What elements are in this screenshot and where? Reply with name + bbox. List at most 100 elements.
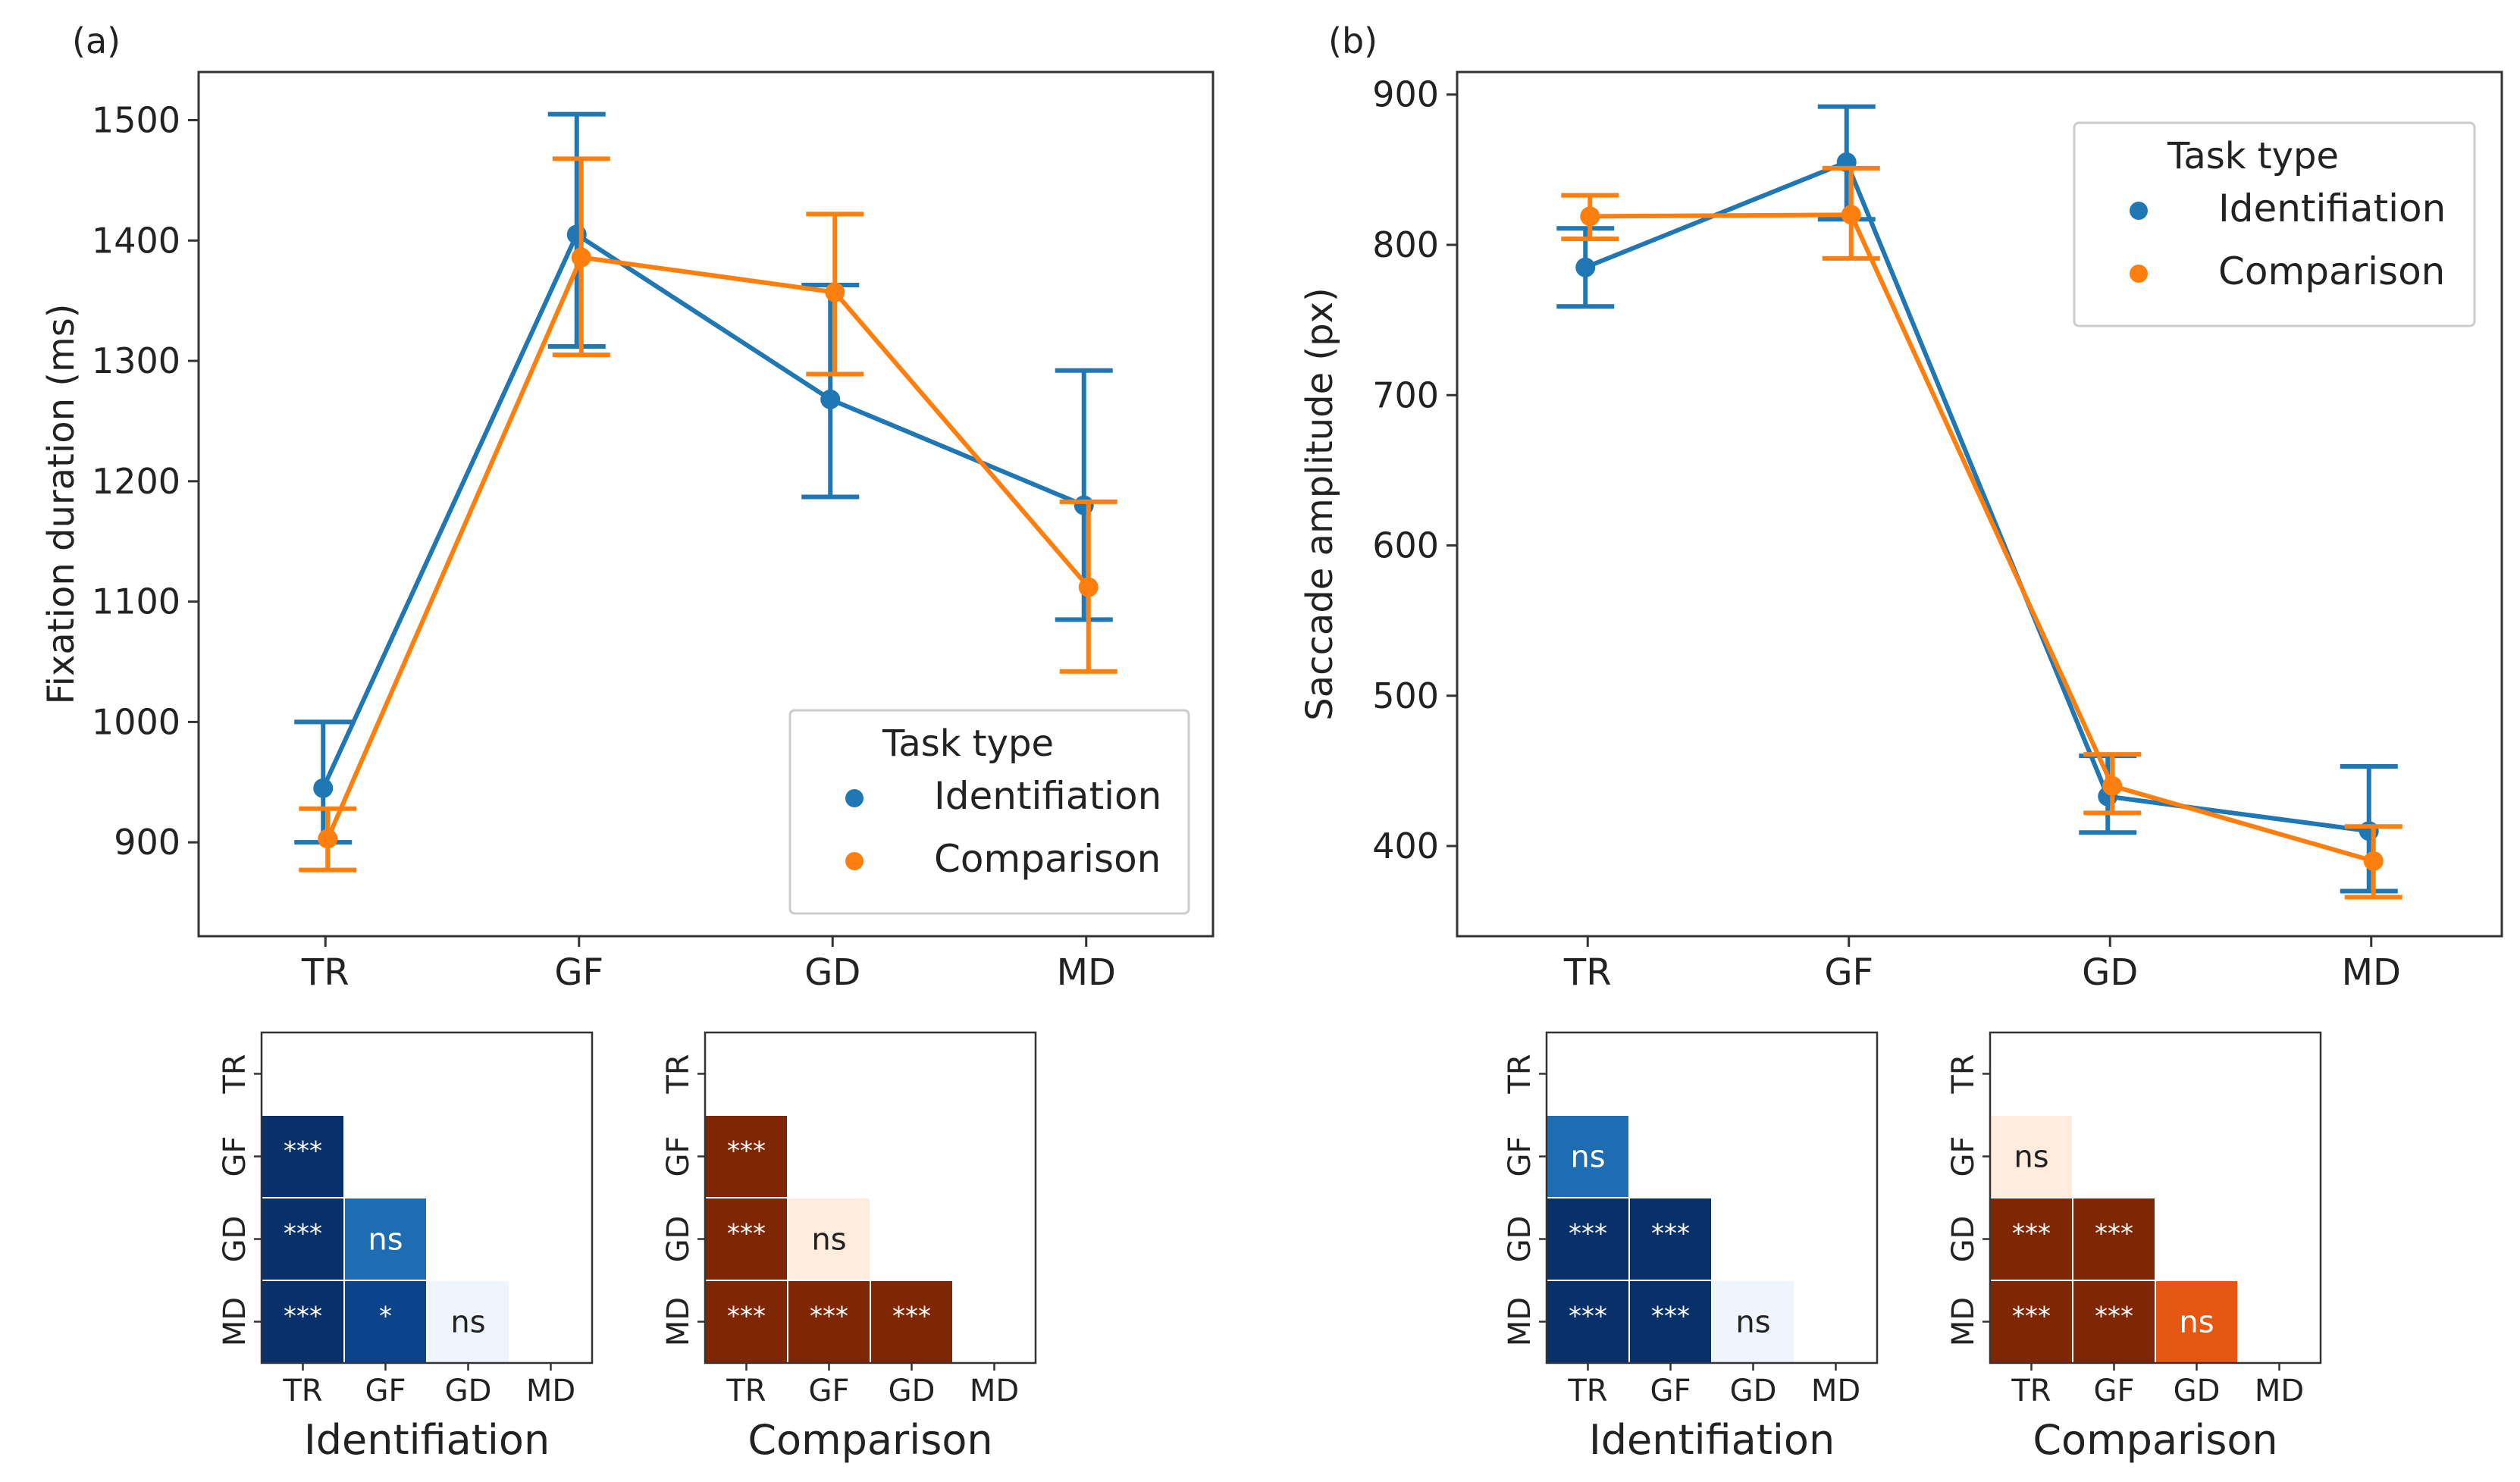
- heatmap-cell: [1711, 1280, 1795, 1364]
- y-tick-label: 1400: [92, 220, 180, 261]
- heatmap-x-tick-label: GF: [808, 1374, 849, 1408]
- heatmap-x-tick-label: MD: [1811, 1374, 1860, 1408]
- heatmap-cell: [1989, 1114, 2073, 1198]
- series-line: [321, 232, 1085, 789]
- plot-frame: [1456, 70, 2503, 938]
- y-tick-label: 900: [1372, 74, 1439, 115]
- plot-frame: [197, 70, 1215, 938]
- y-tick-label: 1300: [92, 340, 180, 381]
- heatmap-y-tick-label: MD: [1503, 1297, 1537, 1346]
- heatmap-cell: [2072, 1280, 2156, 1364]
- data-point: [2363, 851, 2384, 871]
- heatmap-title: Comparison: [748, 1416, 992, 1464]
- heatmap-cell-label: ***: [727, 1302, 766, 1332]
- heatmap-cell-label: ns: [811, 1223, 846, 1258]
- heatmap-a-identification: ****** ns*** * nsTRTRGFGFGDGDMDMDIdentifiat…: [218, 1031, 594, 1464]
- data-point: [571, 247, 591, 268]
- panel-a: (a) 900 1000 1100 1200 1300 1400 1500 TR GF GD MD F…: [40, 20, 1215, 1464]
- data-point: [1078, 577, 1099, 597]
- heatmap-y-tick-label: GF: [1503, 1136, 1537, 1177]
- y-tick-label: 1100: [92, 581, 180, 622]
- heatmap-frame: [260, 1031, 594, 1365]
- legend-entry: Identifiation: [934, 774, 1161, 818]
- y-tick-label: 700: [1372, 374, 1439, 415]
- heatmap-cell-label: ***: [2012, 1302, 2051, 1332]
- data-point: [2359, 821, 2379, 841]
- heatmap-y-tick-label: GD: [218, 1216, 252, 1263]
- series-comparison: [1561, 165, 2402, 900]
- legend-marker: [2130, 265, 2148, 283]
- data-point: [313, 778, 334, 798]
- heatmap-x-tick-label: GF: [1650, 1374, 1691, 1408]
- legend-box: [788, 709, 1190, 915]
- legend: Task type Identifiation Comparison: [788, 709, 1190, 915]
- x-tick-label: GD: [2082, 951, 2138, 994]
- legend-entry: Comparison: [2218, 249, 2445, 293]
- heatmap-cell-label: ***: [1651, 1219, 1690, 1249]
- heatmap-frame: [704, 1031, 1037, 1365]
- heatmap-cell: [343, 1280, 428, 1364]
- heatmap-b-identification: ns *** *** *** *** ns TR TR GF GF GD GD MD MD Identifi…: [1503, 1031, 1879, 1464]
- heatmap-cell-label: ***: [727, 1136, 766, 1167]
- heatmap-a-comparison: *** *** ns *** *** *** TR TR GF GF GD GD MD MD Compari…: [661, 1031, 1037, 1464]
- y-tick-label: 400: [1372, 826, 1439, 866]
- heatmap-y-tick-label: GD: [1503, 1216, 1537, 1263]
- y-tick-label: 1500: [92, 100, 180, 141]
- heatmap-x-tick-label: GF: [365, 1374, 406, 1408]
- heatmap-cell: [2072, 1197, 2156, 1281]
- heatmap-cell-label: ***: [284, 1219, 322, 1249]
- series-identifiation: [294, 111, 1113, 845]
- y-tick-label: 1200: [92, 461, 180, 502]
- heatmap-y-tick-label: MD: [218, 1297, 252, 1346]
- heatmap-x-tick-label: TR: [2011, 1374, 2051, 1408]
- legend-box: [2073, 121, 2476, 327]
- heatmap-cell: [261, 1280, 345, 1364]
- heatmap-cell: [704, 1114, 788, 1198]
- heatmap-cell-label: ns: [368, 1223, 403, 1258]
- heatmap-cell: [343, 1197, 428, 1281]
- data-point: [566, 224, 587, 245]
- heatmap-y-tick-label: GD: [1946, 1216, 1981, 1263]
- heatmap-cell-label: ns: [2179, 1305, 2214, 1340]
- heatmap-cell-label: ***: [727, 1219, 766, 1249]
- panel-b: (b) 400 500 600 700 800 900 TR GF GD MD Saccade am…: [1299, 20, 2503, 1464]
- data-point: [820, 389, 841, 409]
- panel-b-label: (b): [1328, 20, 1378, 61]
- heatmap-cell-label: ***: [2012, 1219, 2051, 1249]
- heatmap-cell-label: ***: [284, 1302, 322, 1332]
- data-point: [1074, 495, 1094, 515]
- heatmap-x-tick-label: MD: [526, 1374, 575, 1408]
- series-comparison: [299, 156, 1117, 873]
- legend: Task type Identifiation Comparison: [2073, 121, 2476, 327]
- heatmap-x-tick-label: GD: [889, 1374, 936, 1408]
- heatmap-cell-label: ns: [2014, 1140, 2048, 1175]
- heatmap-cell-label: ***: [892, 1302, 931, 1332]
- x-tick-label: GF: [1824, 951, 1873, 994]
- heatmap-y-tick-label: GF: [218, 1136, 252, 1177]
- data-point: [2102, 775, 2123, 796]
- heatmap-b-comparison: ns *** *** *** *** ns TR TR GF GF GD GD MD MD Comparis…: [1946, 1031, 2322, 1464]
- heatmap-x-tick-label: TR: [282, 1374, 322, 1408]
- heatmap-cell: [787, 1197, 871, 1281]
- heatmap-y-tick-label: GF: [1946, 1136, 1981, 1177]
- heatmap-cell-label: ***: [284, 1136, 322, 1167]
- heatmap-cell-label: ***: [1651, 1302, 1690, 1332]
- data-point: [1575, 257, 1596, 277]
- y-tick-label: 600: [1372, 525, 1439, 566]
- heatmap-cell-label: ***: [2095, 1219, 2133, 1249]
- x-tick-label: GD: [804, 951, 860, 994]
- heatmap-cell-label: ***: [810, 1302, 848, 1332]
- heatmap-cell-label: ***: [2095, 1302, 2133, 1332]
- heatmap-cell-label: ns: [1570, 1140, 1605, 1175]
- panel-a-label: (a): [72, 20, 121, 61]
- y-tick-label: 1000: [92, 701, 180, 742]
- heatmap-cell-label: ns: [450, 1305, 485, 1340]
- heatmap-x-tick-label: GD: [2174, 1374, 2221, 1408]
- data-point: [825, 282, 845, 302]
- legend-marker: [845, 789, 864, 807]
- legend-entry: Identifiation: [2218, 186, 2446, 230]
- heatmap-cell: [1628, 1280, 1713, 1364]
- heatmap-y-tick-label: MD: [661, 1297, 696, 1346]
- heatmap-frame: [1545, 1031, 1879, 1365]
